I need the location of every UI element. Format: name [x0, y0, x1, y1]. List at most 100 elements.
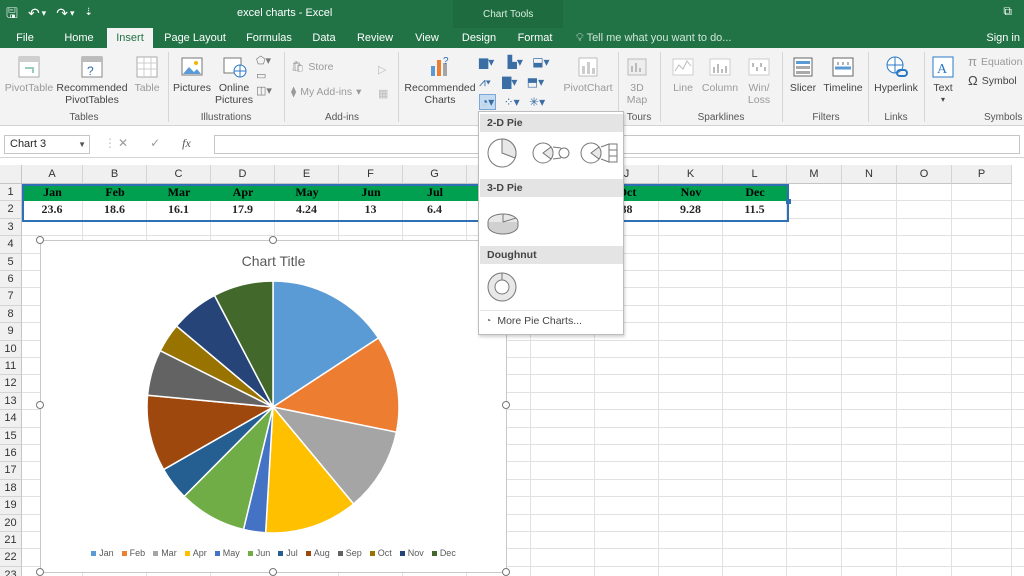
- cell-value[interactable]: 4.24: [275, 201, 339, 219]
- symbol-button[interactable]: Ω Symbol: [968, 73, 1017, 88]
- legend-item-may[interactable]: May: [214, 548, 240, 558]
- pie-of-pie-option-icon[interactable]: [531, 136, 571, 170]
- row-header-22[interactable]: 22: [0, 549, 22, 567]
- column-header-a[interactable]: A: [22, 165, 83, 184]
- legend-item-jul[interactable]: Jul: [278, 548, 298, 558]
- tell-me-box[interactable]: 💡︎ Tell me what you want to do...: [576, 28, 731, 48]
- other-charts-icon[interactable]: ✳▾: [529, 95, 546, 109]
- store-button[interactable]: 🛍︎ Store: [291, 60, 333, 74]
- row-header-5[interactable]: 5: [0, 253, 22, 271]
- cell-month-header[interactable]: Feb: [83, 184, 147, 202]
- redo-dropdown-icon[interactable]: ▾: [69, 8, 75, 18]
- fill-handle[interactable]: [786, 199, 791, 204]
- sparkline-line-button[interactable]: Line: [666, 54, 700, 94]
- customize-qat-icon[interactable]: ⇣: [84, 7, 93, 18]
- cell-month-header[interactable]: Jun: [339, 184, 403, 202]
- legend-item-sep[interactable]: Sep: [337, 548, 362, 558]
- row-header-3[interactable]: 3: [0, 218, 22, 237]
- 3d-map-button[interactable]: 3D Map: [622, 54, 652, 106]
- legend-item-apr[interactable]: Apr: [184, 548, 207, 558]
- row-header-21[interactable]: 21: [0, 532, 22, 550]
- cell-month-header[interactable]: Jan: [22, 184, 83, 202]
- row-header-2[interactable]: 2: [0, 201, 22, 219]
- pivotchart-button[interactable]: PivotChart: [562, 54, 614, 94]
- row-header-11[interactable]: 11: [0, 358, 22, 376]
- cell-value[interactable]: 17.9: [211, 201, 275, 219]
- row-header-17[interactable]: 17: [0, 462, 22, 480]
- hyperlink-button[interactable]: Hyperlink: [872, 54, 920, 94]
- column-header-o[interactable]: O: [897, 165, 952, 184]
- scatter-chart-icon[interactable]: ⁘▾: [503, 95, 520, 109]
- waterfall-chart-icon[interactable]: ⬓▾: [532, 55, 550, 69]
- pie-slice-aug[interactable]: [146, 394, 276, 471]
- doughnut-option-icon[interactable]: [485, 270, 519, 304]
- legend-item-nov[interactable]: Nov: [399, 548, 424, 558]
- tab-formulas[interactable]: Formulas: [246, 32, 292, 44]
- row-header-16[interactable]: 16: [0, 445, 22, 463]
- legend-item-oct[interactable]: Oct: [369, 548, 392, 558]
- more-pie-charts-link[interactable]: ◔ More Pie Charts...: [485, 315, 582, 327]
- tab-page-layout[interactable]: Page Layout: [164, 32, 226, 44]
- my-addins-button[interactable]: ⧫ My Add-ins ▾: [291, 86, 361, 98]
- equation-button[interactable]: π Equation: [968, 54, 1022, 69]
- tab-data[interactable]: Data: [312, 32, 336, 44]
- cell-value[interactable]: 16.1: [147, 201, 211, 219]
- chart-legend[interactable]: Jan Feb Mar Apr May Jun Jul Aug Sep Oct Nov Dec: [41, 548, 506, 558]
- combo-chart-icon[interactable]: ⬒▾: [526, 75, 545, 89]
- cell-month-header[interactable]: Dec: [723, 184, 787, 202]
- bar-of-pie-option-icon[interactable]: [579, 136, 619, 170]
- recommended-pivottables-button[interactable]: ? Recommended PivotTables: [56, 54, 128, 106]
- legend-item-jun[interactable]: Jun: [247, 548, 270, 558]
- row-header-13[interactable]: 13: [0, 392, 22, 411]
- tab-format[interactable]: Format: [517, 32, 553, 44]
- legend-item-feb[interactable]: Feb: [121, 548, 145, 558]
- pie-slice-mar[interactable]: [271, 405, 398, 505]
- cell-month-header[interactable]: Mar: [147, 184, 211, 202]
- column-chart-icon[interactable]: ▆▾: [479, 55, 495, 69]
- column-header-m[interactable]: M: [787, 165, 842, 184]
- row-header-19[interactable]: 19: [0, 497, 22, 515]
- ribbon-display-options-icon[interactable]: ⧉: [1003, 4, 1012, 18]
- cell-value[interactable]: 13: [339, 201, 403, 219]
- insert-function-icon[interactable]: fx: [182, 136, 191, 150]
- pie-option-icon[interactable]: [485, 136, 519, 170]
- column-header-g[interactable]: G: [403, 165, 467, 184]
- chart-title[interactable]: Chart Title: [241, 253, 306, 269]
- enter-icon[interactable]: ✓: [150, 136, 161, 150]
- legend-item-mar[interactable]: Mar: [153, 548, 177, 558]
- screenshot-icon[interactable]: ◫▾: [256, 85, 272, 97]
- cell-value[interactable]: 18.6: [83, 201, 147, 219]
- name-box-dropdown-icon[interactable]: ▼: [78, 140, 86, 149]
- row-header-6[interactable]: 6: [0, 271, 22, 289]
- tab-file[interactable]: File: [16, 32, 34, 44]
- recommended-charts-button[interactable]: ? Recommended Charts: [402, 54, 478, 106]
- row-header-23[interactable]: 23: [0, 566, 22, 576]
- name-box[interactable]: Chart 3 ▼: [4, 135, 90, 154]
- redo-icon[interactable]: ↷: [56, 5, 68, 21]
- row-header-8[interactable]: 8: [0, 305, 22, 324]
- 3d-pie-option-icon[interactable]: [485, 204, 521, 238]
- column-header-n[interactable]: N: [842, 165, 897, 184]
- legend-item-aug[interactable]: Aug: [305, 548, 330, 558]
- chart-resize-handle[interactable]: [269, 568, 277, 576]
- sign-in-link[interactable]: Sign in: [986, 32, 1020, 44]
- sparkline-winloss-button[interactable]: Win/ Loss: [742, 54, 776, 106]
- pie-chart-icon[interactable]: ◔▾: [479, 94, 497, 110]
- column-header-c[interactable]: C: [147, 165, 211, 184]
- chart-resize-handle[interactable]: [36, 568, 44, 576]
- chart-object[interactable]: Chart Title Jan Feb Mar Apr May Jun Jul Aug Sep O…: [40, 240, 507, 573]
- row-header-4[interactable]: 4: [0, 236, 22, 254]
- cancel-icon[interactable]: ✕: [118, 136, 129, 150]
- chart-resize-handle[interactable]: [269, 236, 277, 244]
- row-header-10[interactable]: 10: [0, 340, 22, 358]
- online-pictures-button[interactable]: Online Pictures: [214, 54, 254, 106]
- select-all-corner[interactable]: [0, 165, 22, 184]
- row-header-20[interactable]: 20: [0, 514, 22, 532]
- row-header-7[interactable]: 7: [0, 288, 22, 306]
- statistic-chart-icon[interactable]: ▇▾: [502, 75, 518, 89]
- cell-value[interactable]: 9.28: [659, 201, 723, 219]
- chart-resize-handle[interactable]: [502, 401, 510, 409]
- legend-item-dec[interactable]: Dec: [431, 548, 456, 558]
- cell-value[interactable]: 11.5: [723, 201, 787, 219]
- pictures-button[interactable]: Pictures: [172, 54, 212, 94]
